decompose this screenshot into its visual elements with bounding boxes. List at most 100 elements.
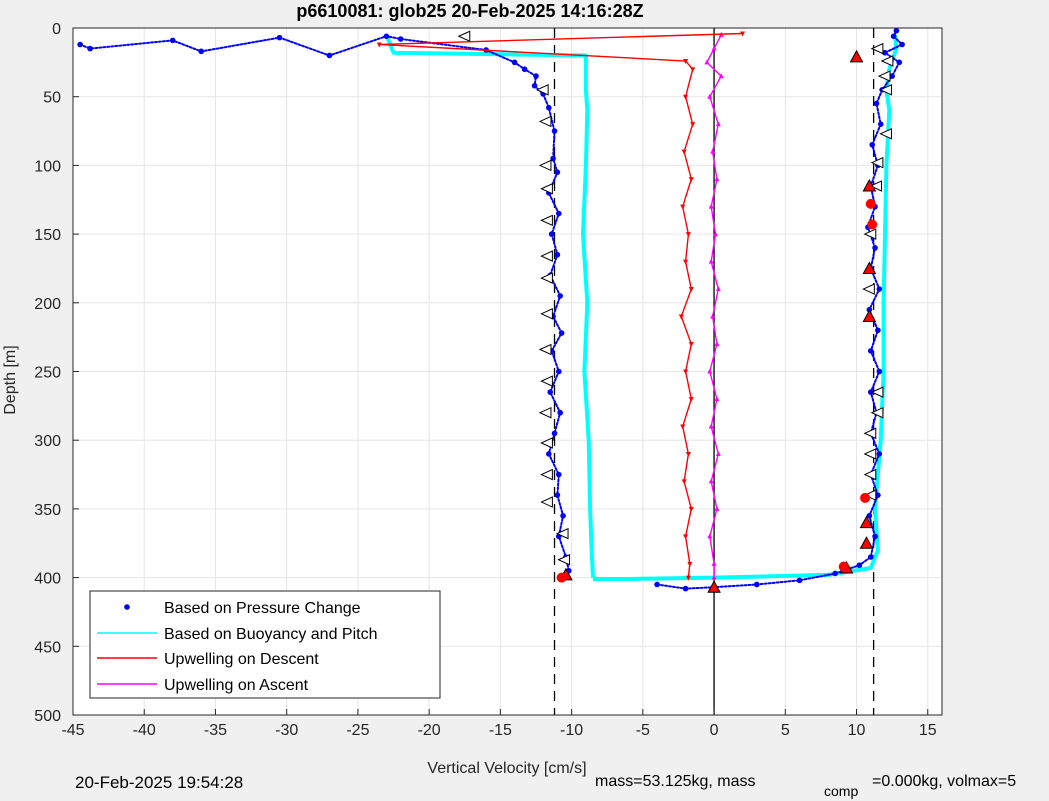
triangle-up-marker [859, 536, 874, 549]
upwelling-ascent-point [708, 203, 714, 209]
triangle-left-marker [540, 182, 553, 195]
triangle-left-marker [557, 553, 570, 566]
circle-marker [867, 219, 878, 230]
circle-marker [860, 492, 871, 503]
triangle-left-marker [538, 406, 552, 419]
upwelling-descent-point [685, 451, 691, 457]
x-tick-label: -40 [133, 722, 156, 739]
y-tick-label: 150 [34, 227, 61, 244]
upwelling-descent-point [687, 561, 693, 567]
upwelling-descent-point [690, 122, 696, 128]
upwelling-descent-point [685, 575, 691, 581]
circle-marker [865, 198, 876, 209]
x-tick-label: -35 [204, 722, 227, 739]
triangle-up-marker [862, 178, 877, 192]
upwelling-ascent-point [707, 533, 713, 539]
triangle-left-marker [555, 527, 569, 540]
y-tick-label: 500 [34, 708, 61, 725]
upwelling-ascent-point [707, 93, 713, 99]
upwelling-ascent-point [710, 313, 716, 319]
upwelling-descent-point [683, 58, 689, 64]
upwelling-ascent-point [708, 258, 714, 264]
triangle-up-marker [862, 261, 877, 274]
triangle-left-marker [535, 84, 549, 96]
triangle-left-marker [862, 283, 875, 295]
x-axis-label: Vertical Velocity [cm/s] [427, 760, 586, 777]
upwelling-ascent-point [715, 286, 721, 292]
triangle-left-marker [879, 84, 892, 96]
upwelling-ascent-point [708, 423, 714, 429]
footer-timestamp: 20-Feb-2025 19:54:28 [75, 773, 244, 792]
triangle-left-marker [538, 115, 552, 128]
triangle-left-marker [540, 272, 553, 284]
upwelling-ascent-point [710, 148, 716, 154]
triangle-left-marker [863, 448, 877, 460]
upwelling-descent-point [681, 479, 687, 485]
upwelling-descent-point [740, 31, 746, 37]
x-tick-label: -30 [275, 722, 298, 739]
x-tick-label: -15 [489, 722, 512, 739]
triangle-left-marker [863, 489, 877, 501]
triangle-left-marker [880, 55, 894, 67]
legend-label: Upwelling on Descent [164, 651, 319, 668]
triangle-up-marker [707, 580, 721, 593]
y-tick-label: 300 [34, 433, 61, 450]
upwelling-descent-point [685, 232, 691, 238]
triangle-left-marker [870, 386, 884, 398]
x-tick-label: 5 [781, 722, 790, 739]
upwelling-descent-point [683, 534, 689, 540]
y-axis-label: Depth [m] [2, 345, 19, 414]
legend-box [89, 590, 441, 699]
data-series [77, 27, 905, 592]
triangle-left-marker [540, 250, 553, 262]
x-tick-label: 15 [919, 722, 937, 739]
legend: Based on Pressure Change Based on Buoyanc… [89, 590, 441, 699]
triangle-left-marker [540, 308, 553, 320]
upwelling-descent-point [688, 287, 694, 293]
upwelling-ascent-point [711, 45, 717, 51]
legend-label: Upwelling on Ascent [164, 677, 309, 694]
triangle-left-marker [877, 70, 891, 82]
upwelling-ascent-point [707, 368, 713, 374]
triangle-left-marker [870, 42, 884, 55]
triangle-up-marker [859, 515, 874, 529]
footer-volmax: =0.000kg, volmax=5 [872, 773, 1017, 790]
upwelling-ascent-point [711, 560, 717, 566]
y-tick-label: 0 [52, 21, 61, 38]
upwelling-ascent-point [714, 341, 720, 347]
triangle-left-marker [863, 228, 877, 240]
triangle-left-marker [540, 496, 553, 508]
y-tick-label: 250 [34, 365, 61, 382]
footer-mass: mass=53.125kg, mass [595, 773, 756, 790]
y-tick-label: 350 [34, 502, 61, 519]
upwelling-descent-point [681, 149, 687, 155]
upwelling-ascent-point [714, 505, 720, 511]
upwelling-ascent-point [708, 478, 714, 484]
triangle-left-marker [540, 214, 553, 227]
upwelling-descent-point [690, 67, 696, 73]
y-tick-label: 400 [34, 571, 61, 588]
triangle-left-marker [540, 468, 553, 481]
x-tick-label: -45 [61, 722, 84, 739]
y-tick-label: 200 [34, 296, 61, 313]
y-tick-label: 100 [34, 158, 61, 175]
upwelling-ascent-point [718, 73, 724, 79]
upwelling-descent-point [688, 506, 694, 512]
chart-title: p6610081: glob25 20-Feb-2025 14:16:28Z [296, 1, 643, 21]
y-tick-label: 450 [34, 639, 61, 656]
upwelling-ascent-point [715, 450, 721, 456]
triangle-left-marker [540, 437, 553, 449]
upwelling-descent-point [680, 424, 686, 430]
upwelling-descent-point [688, 342, 694, 348]
triangle-left-marker [870, 406, 884, 419]
upwelling-descent-point [683, 369, 689, 375]
circle-marker [838, 561, 849, 572]
triangle-left-marker [879, 128, 892, 140]
upwelling-descent-point [678, 314, 684, 320]
upwelling-descent-point [683, 259, 689, 265]
triangle-left-marker [538, 343, 552, 356]
x-tick-label: 10 [848, 722, 866, 739]
upwelling-ascent-point [715, 121, 721, 127]
footer-mass-comp-subscript: comp [824, 783, 859, 799]
